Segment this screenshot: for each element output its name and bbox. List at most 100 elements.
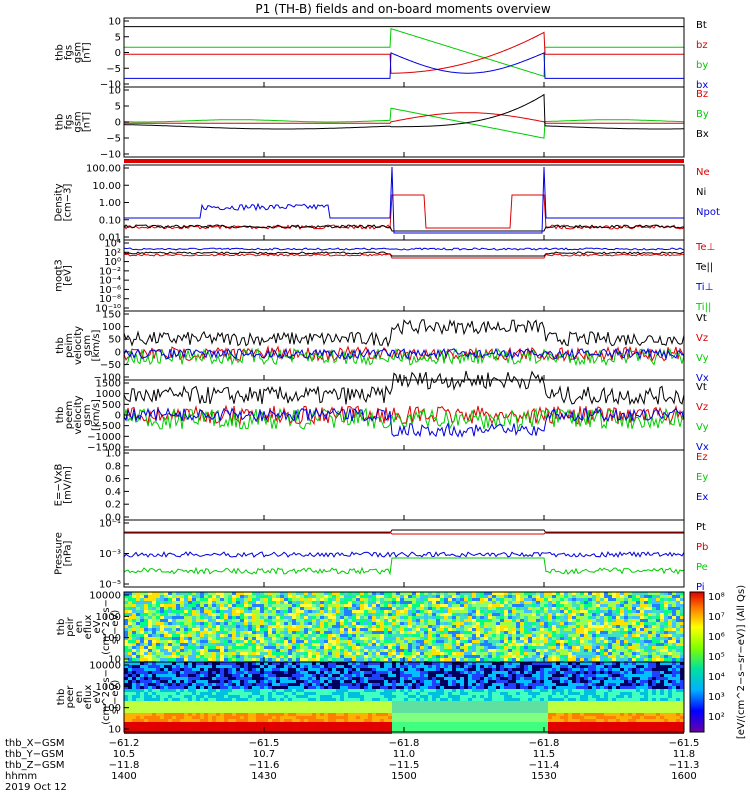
ephemeris-value: 1500: [391, 771, 416, 782]
panel-1: 10 5 0 −5 −10 thbfgsgsm[nT] Bt bz by bx: [55, 17, 709, 92]
ephemeris-value: 1530: [531, 771, 556, 782]
series-Vt: [123, 319, 685, 348]
y-tick-label: 10⁻¹: [99, 519, 121, 530]
legend-by: by: [696, 60, 708, 71]
y-axis-label: E=−VxB[mV/m]: [54, 464, 74, 507]
y-tick-label: 50: [108, 335, 121, 346]
y-tick-label: 10⁰: [104, 257, 121, 268]
y-tick-label: 10: [108, 17, 121, 28]
legend-Ex: Ex: [696, 492, 708, 503]
legend-Ni: Ni: [696, 187, 706, 198]
series-Pi: [123, 551, 685, 559]
legend-Vt: Vt: [696, 313, 707, 324]
panel-9: 10000 1000 100 10thbpeirenefluxeV(cm^2−s−sr…: [56, 591, 685, 666]
y-tick-label: 10⁻⁵: [99, 580, 121, 591]
legend-Vx: Vx: [696, 373, 709, 384]
ephemeris-value: −61.5: [249, 738, 280, 749]
ephemeris-value: −11.5: [389, 760, 420, 771]
y-tick-label: 0: [115, 347, 121, 358]
panel-frame: [123, 164, 685, 241]
y-tick-label: 0.10: [99, 215, 121, 226]
ephemeris-value: −11.8: [109, 760, 140, 771]
series-Pb: [124, 531, 684, 535]
series-Ne: [123, 194, 685, 230]
y-tick-label: 10⁻²: [99, 266, 121, 277]
y-tick-label: 5: [115, 32, 121, 43]
y-axis-label: Pressure[nPa]: [54, 532, 74, 575]
y-tick-label: −5: [106, 134, 121, 145]
colorbar-label: [eV/(cm^2−s−sr−eV)] (All Qs): [736, 585, 747, 739]
y-tick-label: 1.00: [99, 198, 121, 209]
ephemeris-label: thb_Y−GSM: [5, 749, 64, 760]
y-tick-label: 100: [102, 322, 121, 333]
legend-Ey: Ey: [696, 472, 708, 483]
y-tick-label: 500: [102, 400, 121, 411]
y-tick-label: 0.4: [105, 487, 121, 498]
y-tick-label: 150: [102, 310, 121, 321]
colorbar-tick: 10³: [708, 692, 725, 703]
colorbar: 10⁸ 10⁷ 10⁶ 10⁵ 10⁴ 10³ 10² [eV/(cm^2−s−sr−eV)]…: [689, 585, 747, 739]
y-axis-label: moqt3[eV]: [54, 259, 74, 292]
ephemeris-value: −61.2: [109, 738, 140, 749]
colorbar-tick: 10²: [708, 712, 725, 723]
spectrogram-ion: [124, 592, 684, 664]
y-tick-label: 100.00: [86, 164, 121, 175]
y-tick-label: 10⁴: [104, 239, 121, 250]
colorbar-tick: 10⁸: [708, 592, 725, 603]
ephemeris-value: 1400: [111, 771, 136, 782]
ephemeris-value: 1600: [671, 771, 696, 782]
y-tick-label: 0.0: [105, 513, 121, 524]
colorbar-tick: 10⁴: [708, 672, 725, 683]
legend-Pe: Pe: [696, 562, 708, 573]
legend-Pb: Pb: [696, 542, 708, 553]
series-Vt: [123, 370, 685, 406]
series-Vz: [123, 404, 685, 426]
y-tick-label: −1000: [87, 432, 121, 443]
series-Te-par: [123, 251, 685, 257]
legend-Ti⊥: Ti⊥: [695, 282, 713, 293]
legend-Bx: Bx: [696, 129, 709, 140]
colorbar-tick: 10⁶: [708, 632, 725, 643]
series-Te-perp: [123, 253, 685, 259]
y-tick-label: 0.01: [99, 233, 121, 244]
y-tick-label: 0.2: [105, 500, 121, 511]
ephemeris-label: thb_X−GSM: [5, 738, 65, 749]
series-Pe: [123, 557, 685, 576]
legend-Npot: Npot: [696, 207, 720, 218]
legend-Vz: Vz: [696, 333, 708, 344]
ephemeris-value: 11.5: [533, 749, 555, 760]
series-Npot: [124, 166, 684, 234]
y-tick-label: −10: [100, 80, 121, 91]
ephemeris-value: −61.8: [389, 738, 420, 749]
spectrogram-electron: [124, 662, 684, 734]
legend-bx: bx: [696, 80, 708, 91]
legend-Bz: Bz: [696, 89, 708, 100]
y-tick-label: 0: [115, 118, 121, 129]
ephemeris-label: hhmm: [5, 771, 37, 782]
legend-Vy: Vy: [696, 353, 709, 364]
y-tick-label: 5: [115, 102, 121, 113]
ephemeris-value: 1430: [251, 771, 276, 782]
y-tick-label: 100: [102, 633, 121, 644]
legend-By: By: [696, 109, 709, 120]
legend-Pt: Pt: [696, 522, 706, 533]
y-axis-label: thbpeemvelocitygsm[km/s]: [55, 395, 102, 434]
ephemeris-value: −61.5: [669, 738, 700, 749]
legend-Vz: Vz: [696, 402, 708, 413]
y-tick-label: −500: [94, 421, 121, 432]
legend-Vt: Vt: [696, 382, 707, 393]
series-by: [124, 28, 684, 77]
y-axis-label: thbfgsgsm[nT]: [55, 42, 93, 63]
y-tick-label: 1000: [96, 389, 121, 400]
y-tick-label: 0.6: [105, 474, 121, 485]
y-tick-label: −100: [94, 373, 121, 384]
y-tick-label: 10²: [104, 248, 121, 259]
panel-frame: [123, 86, 685, 158]
ephemeris-value: −11.4: [529, 760, 560, 771]
y-tick-label: 0: [115, 411, 121, 422]
y-tick-label: 10⁻⁸: [99, 294, 121, 305]
